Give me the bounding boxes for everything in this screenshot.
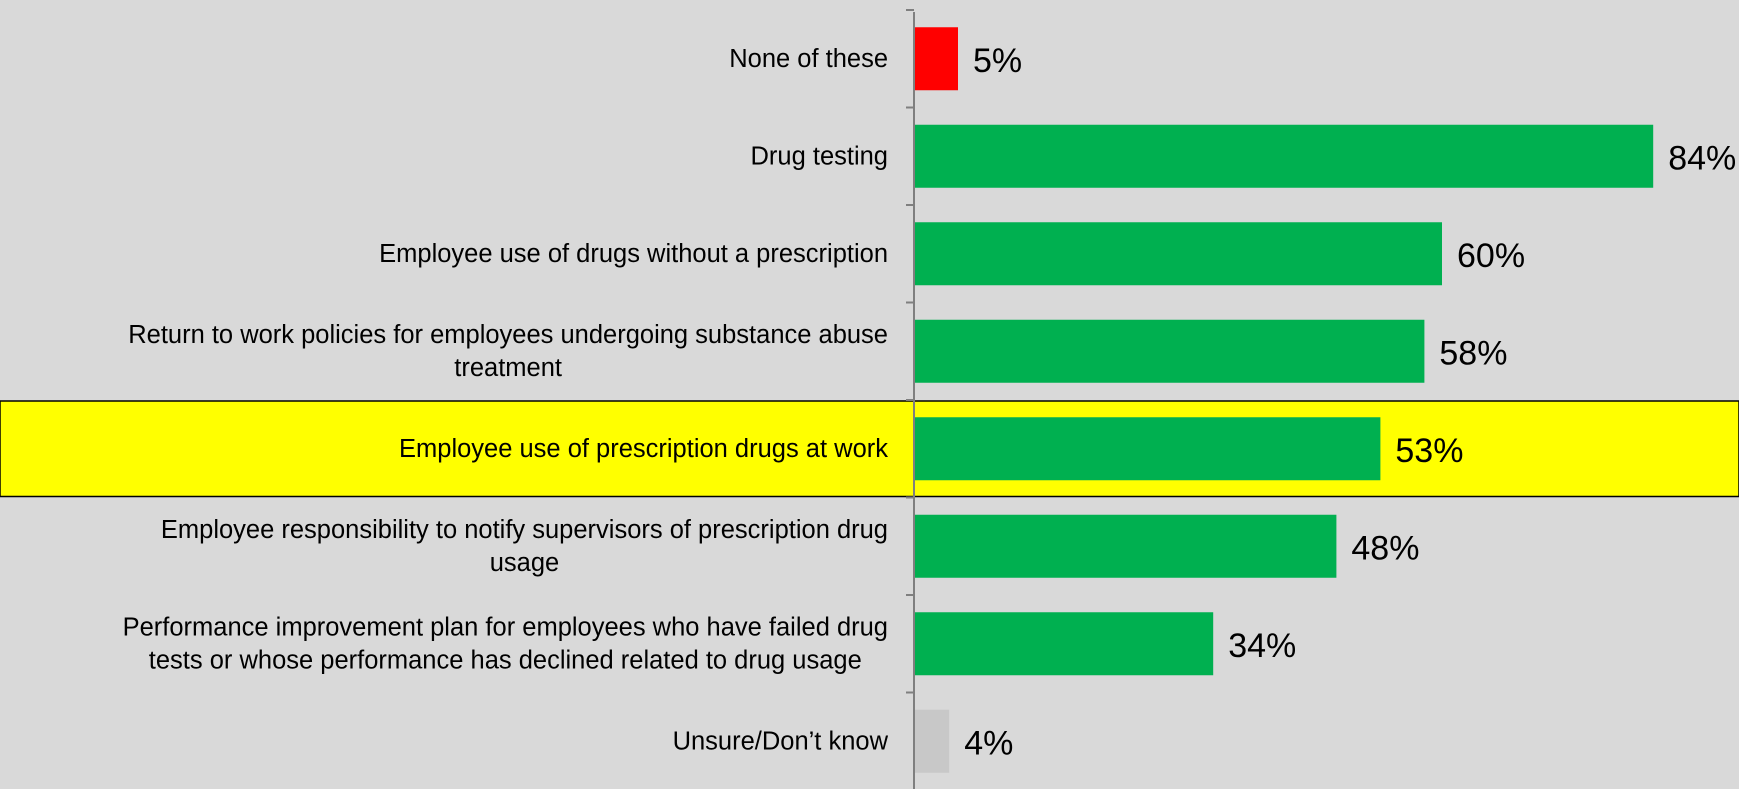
- bar-none-of-these: [914, 27, 958, 91]
- bar-employee-use-of-drugs-without-a-prescription: [914, 222, 1442, 286]
- bar-unsure-don-t-know: [914, 709, 950, 773]
- data-label: 84%: [1668, 139, 1736, 177]
- data-label: 60%: [1457, 237, 1525, 275]
- bar-employee-responsibility-to-notify-supervisors-of-prescription-drug-usage: [914, 514, 1337, 578]
- category-label: Drug testing: [751, 142, 889, 170]
- data-label: 34%: [1228, 627, 1296, 665]
- bar-performance-improvement-plan-for-employees-who-have-failed-drug-tests-or-whose-performance-has-declined-related-to-drug-usage: [914, 612, 1214, 676]
- bar-drug-testing: [914, 124, 1654, 188]
- category-label: Employee use of prescription drugs at wo…: [399, 435, 888, 463]
- data-label: 48%: [1351, 529, 1419, 567]
- category-label-line-1: Employee responsibility to notify superv…: [161, 516, 888, 544]
- bar-employee-use-of-prescription-drugs-at-work: [914, 417, 1381, 481]
- highlight-band: [0, 400, 1739, 498]
- bar-return-to-work-policies-for-employees-undergoing-substance-abuse-treatment: [914, 319, 1425, 383]
- category-label-line-1: Return to work policies for employees un…: [128, 321, 888, 349]
- category-label-line-2: usage: [490, 549, 559, 577]
- category-label-line-2: treatment: [454, 354, 562, 382]
- category-label: Employee use of drugs without a prescrip…: [379, 240, 888, 268]
- data-label: 5%: [973, 42, 1022, 80]
- category-label: None of these: [729, 45, 888, 73]
- data-label: 58%: [1439, 334, 1507, 372]
- bar-group-employee-use-of-drugs-without-a-prescription: Employee use of drugs without a prescrip…: [379, 222, 1525, 286]
- bar-group-return-to-work-policies-for-employees-undergoing-substance-abuse-treatment: Return to work policies for employees un…: [128, 319, 1507, 383]
- bar-group-performance-improvement-plan-for-employees-who-have-failed-drug-tests-or-whose-performance-has-declined-related-to-drug-usage: Performance improvement plan for employe…: [123, 612, 1296, 676]
- category-label-line-2: tests or whose performance has declined …: [149, 646, 862, 674]
- bar-group-employee-use-of-prescription-drugs-at-work: Employee use of prescription drugs at wo…: [399, 417, 1463, 481]
- data-label: 53%: [1395, 432, 1463, 470]
- bar-group-unsure-don-t-know: Unsure/Don’t know 4%: [673, 709, 1013, 773]
- bar-group-employee-responsibility-to-notify-supervisors-of-prescription-drug-usage: Employee responsibility to notify superv…: [161, 514, 1419, 578]
- category-label: Unsure/Don’t know: [673, 727, 889, 755]
- bar-group-none-of-these: None of these 5%: [729, 27, 1022, 91]
- data-label: 4%: [964, 724, 1013, 762]
- bar-group-drug-testing: Drug testing 84%: [751, 124, 1736, 188]
- category-label-line-1: Performance improvement plan for employe…: [123, 613, 888, 641]
